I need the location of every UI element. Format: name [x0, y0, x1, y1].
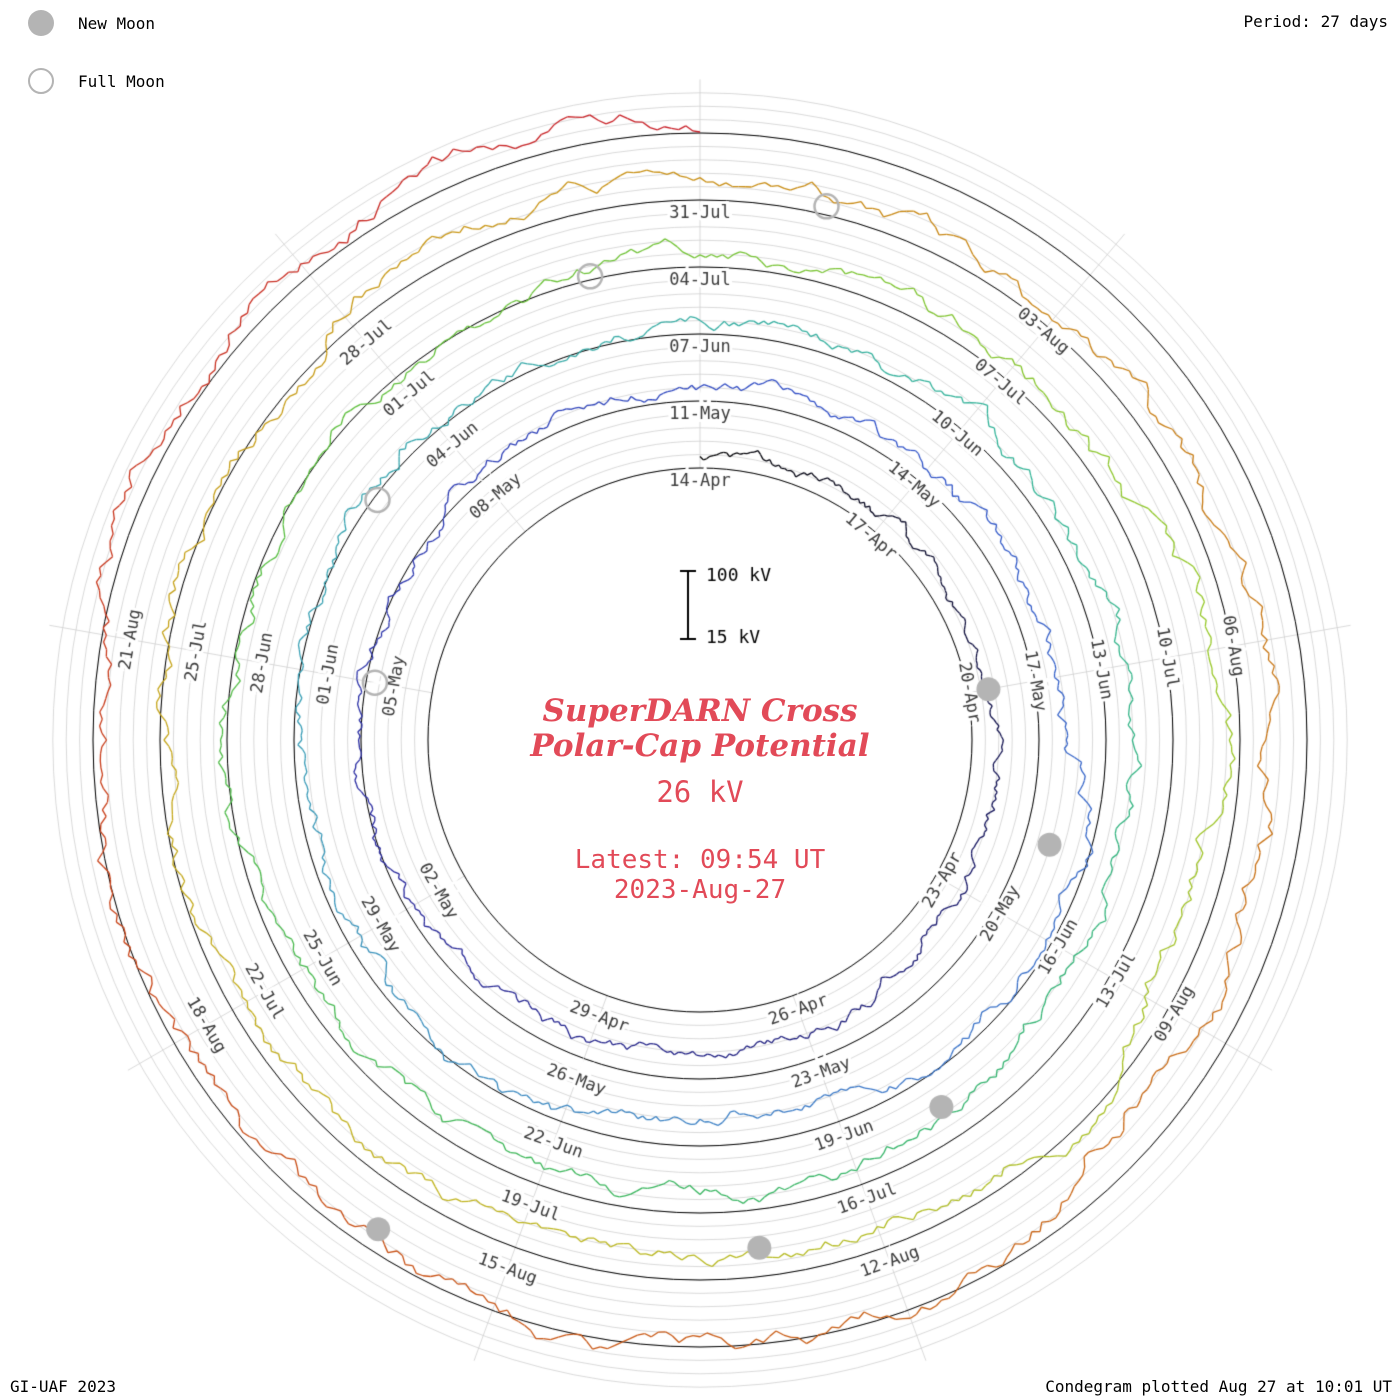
full-moon-label: Full Moon [78, 71, 165, 91]
period-label: Period: 27 days [1243, 12, 1389, 31]
chart-center-text: SuperDARN Cross Polar-Cap Potential 26 k… [360, 693, 1040, 906]
legend-new-moon: New Moon [28, 8, 165, 38]
new-moon-label: New Moon [78, 13, 156, 33]
chart-title-line1: SuperDARN Cross [542, 693, 858, 729]
chart-title-line2: Polar-Cap Potential [530, 727, 870, 764]
latest-date-label: 2023-Aug-27 [613, 875, 787, 906]
plotted-timestamp-label: Condegram plotted Aug 27 at 10:01 UT [1045, 1377, 1392, 1396]
credit-label: GI-UAF 2023 [10, 1377, 116, 1396]
legend-full-moon: Full Moon [28, 66, 165, 96]
full-moon-icon [28, 68, 54, 94]
new-moon-icon [28, 10, 54, 36]
moon-phase-legend: New Moon Full Moon [28, 8, 165, 96]
current-potential-value: 26 kV [656, 775, 744, 810]
latest-time-label: Latest: 09:54 UT [574, 845, 826, 876]
